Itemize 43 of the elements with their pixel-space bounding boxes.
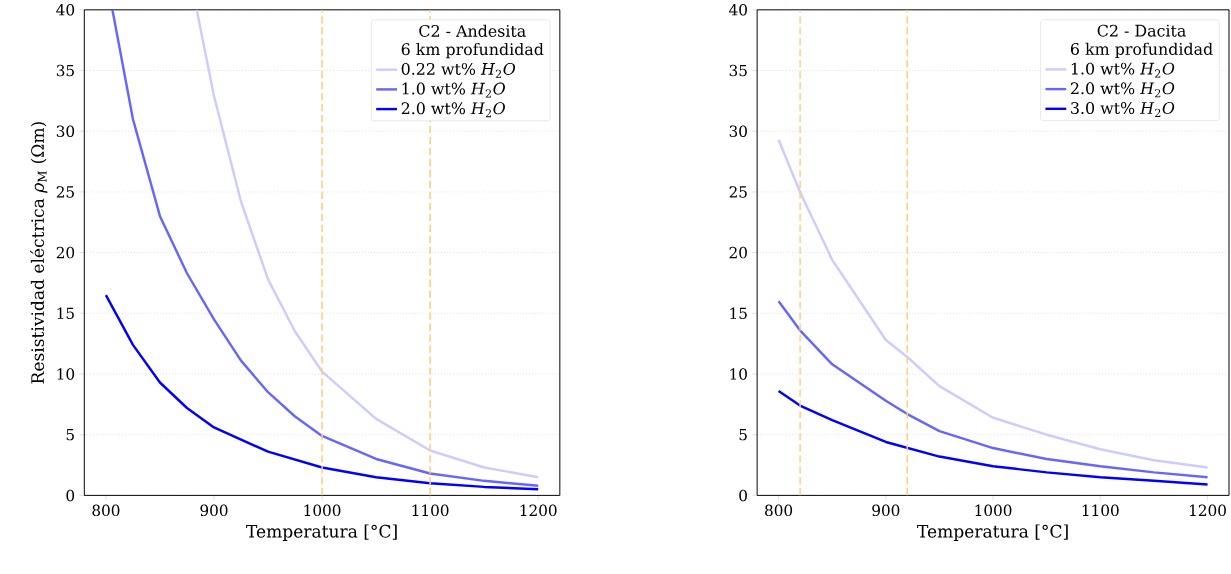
- y-tick-label: 0: [66, 489, 75, 502]
- y-tick-label: 40: [56, 3, 75, 16]
- legend-title: C2 - Andesita 6 km profundidad: [401, 24, 544, 59]
- legend-label: 3.0 wt% H$_{2}$O: [1071, 101, 1175, 117]
- y-tick-label: 40: [729, 3, 747, 16]
- y-tick-label: 15: [57, 307, 74, 319]
- y-tick-label: 5: [66, 428, 74, 441]
- y-tick-label: 25: [56, 185, 74, 198]
- y-tick-label: 30: [56, 125, 75, 137]
- y-tick-label: 10: [730, 368, 747, 380]
- y-tick-label: 35: [729, 64, 747, 77]
- y-tick-label: 0: [739, 489, 747, 502]
- x-tick-label: 900: [872, 504, 900, 516]
- y-tick-label: 30: [729, 125, 747, 137]
- legend-label: 1.0 wt% H$_{2}$O: [1071, 62, 1175, 78]
- y-tick-label: 10: [57, 368, 75, 380]
- y-tick-label: 20: [56, 246, 75, 259]
- legend-label: 1.0 wt% H$_{2}$O: [402, 82, 505, 98]
- y-tick-label: 20: [729, 246, 747, 259]
- legend-label: 2.0 wt% H$_{2}$O: [1070, 82, 1175, 98]
- line-series: [777, 138, 1209, 469]
- legend-title: C2 - Dacita 6 km profundidad: [1070, 24, 1213, 58]
- y-tick-label: 25: [729, 185, 747, 198]
- line-series: [104, 293, 540, 491]
- legend-label: 0.22 wt% H$_{2}$O: [401, 62, 516, 78]
- line-series: [777, 299, 1209, 479]
- x-tick-label: 800: [92, 504, 120, 516]
- x-tick-label: 1200: [520, 504, 557, 516]
- x-tick-label: 1000: [304, 504, 341, 516]
- legend-label: 2.0 wt% H$_{2}$O: [401, 102, 505, 118]
- y-axis-title: Resistividad eléctrica ρ$_{M}$ (Ωm): [30, 121, 48, 384]
- y-tick-label: 35: [56, 64, 74, 77]
- y-tick-label: 15: [730, 307, 747, 319]
- x-tick-label: 1100: [1082, 504, 1119, 516]
- x-tick-label: 1000: [975, 504, 1012, 516]
- y-tick-label: 5: [739, 428, 747, 441]
- x-axis-title: Temperatura [°C]: [246, 524, 397, 541]
- x-tick-label: 900: [200, 504, 228, 516]
- x-tick-label: 1200: [1190, 504, 1226, 516]
- x-tick-label: 800: [765, 504, 793, 516]
- x-tick-label: 1100: [412, 504, 449, 516]
- x-axis-title: Temperatura [°C]: [917, 524, 1068, 541]
- line-series: [777, 389, 1209, 486]
